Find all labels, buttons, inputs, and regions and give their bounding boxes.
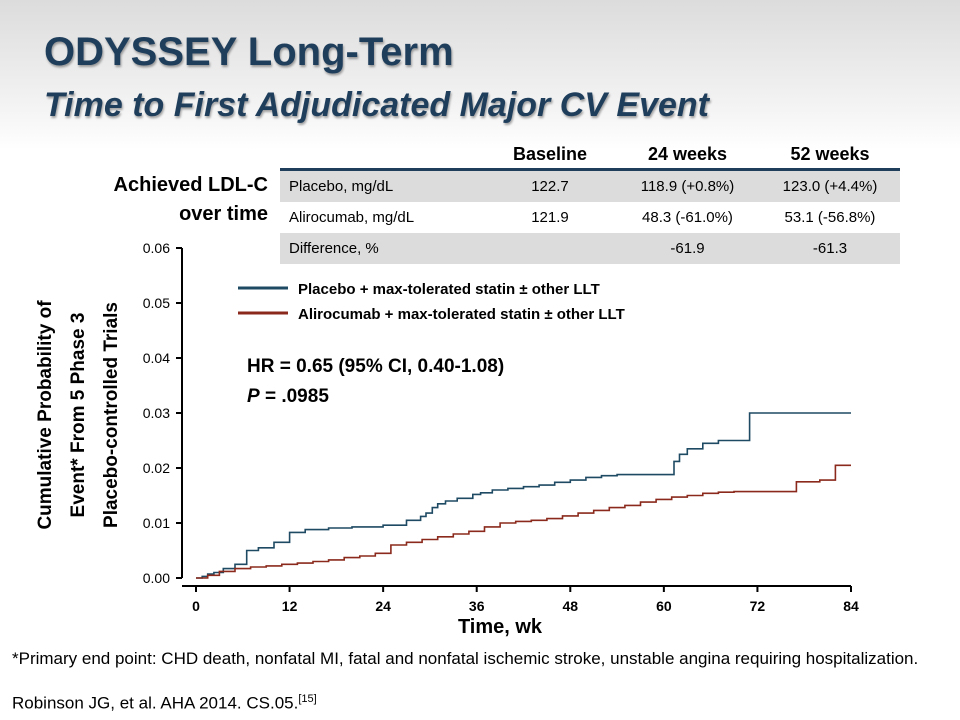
reference-text: Robinson JG, et al. AHA 2014. CS.05. — [12, 693, 299, 713]
series-line-placebo — [196, 412, 851, 579]
x-axis-title: Time, wk — [458, 616, 543, 638]
x-tick-label: 84 — [843, 598, 859, 614]
table-cell: Placebo, mg/dL — [280, 169, 485, 202]
legend-label-placebo: Placebo + max-tolerated statin ± other L… — [298, 281, 600, 298]
table-cell: 123.0 (+4.4%) — [760, 169, 900, 202]
table-cell: 48.3 (-61.0%) — [642, 209, 733, 226]
table-cell: 122.7 — [485, 169, 615, 202]
x-tick-label: 12 — [282, 598, 298, 614]
y-tick-label: 0.06 — [143, 240, 170, 256]
table-cell — [485, 233, 615, 264]
x-tick-label: 24 — [375, 598, 391, 614]
table-cell: Alirocumab, mg/dL — [289, 209, 415, 226]
table-cell: -61.3 — [760, 233, 900, 264]
y-tick-label: 0.01 — [143, 515, 170, 531]
ldl-row-placebo: Placebo, mg/dL 122.7 118.9 (+0.8%) 123.0… — [280, 169, 900, 202]
y-tick-label: 0.02 — [143, 460, 170, 476]
ldl-table: Baseline 24 weeks 52 weeks Placebo, mg/d… — [280, 140, 900, 264]
y-tick-label: 0.04 — [143, 350, 170, 366]
series-line-alirocumab — [196, 464, 851, 579]
x-tick-label: 60 — [656, 598, 672, 614]
legend-label-alirocumab: Alirocumab + max-tolerated statin ± othe… — [298, 306, 625, 323]
y-tick-label: 0.03 — [143, 405, 170, 421]
ldl-label-line1: Achieved LDL-C — [113, 174, 268, 196]
slide-title: ODYSSEY Long-Term — [44, 30, 454, 74]
ldl-row-difference: Difference, % -61.9 -61.3 — [280, 233, 900, 264]
table-cell: Difference, % — [280, 233, 485, 264]
table-cell: 118.9 (+0.8%) — [615, 169, 760, 202]
x-tick-label: 36 — [469, 598, 485, 614]
table-cell: -61.9 — [615, 233, 760, 264]
chart-legend: Placebo + max-tolerated statin ± other L… — [238, 281, 625, 323]
chart-series — [196, 412, 851, 579]
ldl-header-blank — [280, 140, 485, 171]
table-cell: 121.9 — [531, 209, 569, 226]
ldl-header-24wk: 24 weeks — [615, 140, 760, 171]
ldl-header-52wk: 52 weeks — [760, 140, 900, 171]
y-tick-label: 0.05 — [143, 295, 170, 311]
reference: Robinson JG, et al. AHA 2014. CS.05.[15] — [12, 693, 317, 714]
footnote: *Primary end point: CHD death, nonfatal … — [12, 649, 919, 668]
ldl-label-line2: over time — [179, 203, 268, 225]
x-tick-label: 72 — [750, 598, 766, 614]
table-cell: 53.1 (-56.8%) — [784, 209, 876, 226]
x-tick-label: 48 — [562, 598, 578, 614]
x-tick-label: 0 — [192, 598, 200, 614]
ldl-header-baseline: Baseline — [485, 140, 615, 171]
hr-annotation: HR = 0.65 (95% CI, 0.40-1.08) — [247, 356, 504, 377]
reference-superscript: [15] — [298, 693, 317, 705]
chart-axes: 0.00 0.01 0.02 0.03 0.04 0.05 0.06 0 12 24 36 48 60 7… — [143, 240, 859, 614]
p-label: P — [247, 386, 260, 407]
y-axis-title-line2: Event* From 5 Phase 3 — [68, 313, 89, 518]
ldl-row-alirocumab: Alirocumab, mg/dL 121.9 48.3 (-61.0%) 53… — [280, 202, 900, 233]
y-axis-title-line3: Placebo-controlled Trials — [101, 302, 122, 528]
p-annotation: P = .0985 — [247, 386, 329, 407]
p-value: = .0985 — [260, 386, 330, 407]
y-axis-title: Cumulative Probability of Event* From 5 … — [35, 300, 122, 530]
y-axis-title-line1: Cumulative Probability of — [35, 300, 56, 530]
slide-subtitle: Time to First Adjudicated Major CV Event — [44, 86, 709, 124]
y-tick-label: 0.00 — [143, 570, 170, 586]
